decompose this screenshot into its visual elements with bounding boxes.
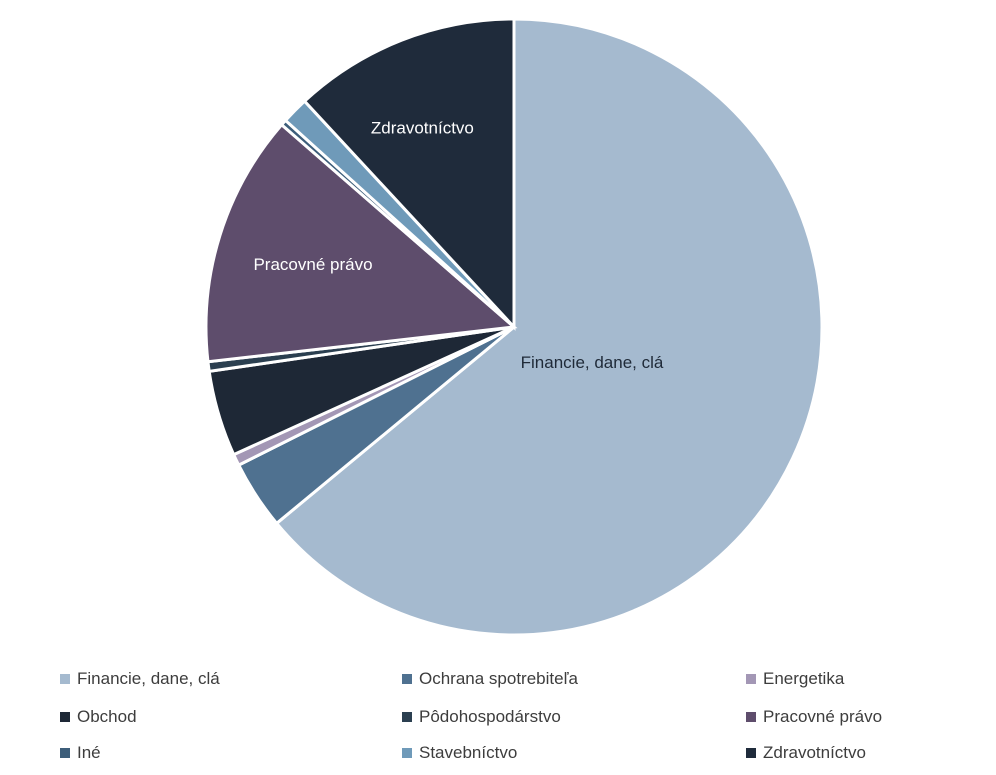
legend-label: Iné [77, 743, 101, 762]
legend-swatch [746, 748, 756, 758]
legend-item-obchod: Obchod [60, 706, 137, 728]
legend: Financie, dane, clá Ochrana spotrebiteľa E… [0, 660, 996, 775]
legend-swatch [60, 674, 70, 684]
legend-label: Pôdohospodárstvo [419, 707, 561, 726]
legend-label: Energetika [763, 669, 845, 688]
pie-slice-zdravotnictvo [302, 17, 516, 331]
legend-swatch [746, 712, 756, 722]
legend-swatch [60, 712, 70, 722]
slice-label-zdravotnictvo: Zdravotníctvo [371, 119, 474, 138]
slice-label-financie-dane-cla: Financie, dane, clá [521, 353, 664, 372]
pie-slices [204, 17, 824, 637]
legend-swatch [60, 748, 70, 758]
legend-label: Pracovné právo [763, 707, 883, 726]
legend-item-zdravotnictvo: Zdravotníctvo [746, 742, 866, 764]
pie-slice-financie-dane-cla [274, 17, 824, 637]
legend-swatch [746, 674, 756, 684]
legend-swatch [402, 748, 412, 758]
pie-plot-area: Financie, dane, clá Pracovné právo Zdravot… [204, 17, 824, 637]
legend-item-pracovne-pravo: Pracovné právo [746, 706, 882, 728]
pie-slice-labels: Financie, dane, clá Pracovné právo Zdravot… [253, 119, 663, 373]
legend-label: Zdravotníctvo [763, 743, 866, 762]
legend-label: Obchod [77, 707, 137, 726]
pie-slice-pracovne-pravo [204, 122, 518, 364]
legend-item-ine: Iné [60, 742, 101, 764]
legend-item-ochrana-spotrebitela: Ochrana spotrebiteľa [402, 668, 578, 690]
legend-item-financie-dane-cla: Financie, dane, clá [60, 668, 220, 690]
legend-swatch [402, 674, 412, 684]
legend-label: Financie, dane, clá [77, 669, 220, 688]
legend-label: Stavebníctvo [419, 743, 518, 762]
legend-item-energetika: Energetika [746, 668, 844, 690]
legend-item-stavebnictvo: Stavebníctvo [402, 742, 517, 764]
slice-label-pracovne-pravo: Pracovné právo [253, 255, 372, 274]
legend-label: Ochrana spotrebiteľa [419, 669, 578, 688]
legend-item-podohospodarstvo: Pôdohospodárstvo [402, 706, 561, 728]
legend-swatch [402, 712, 412, 722]
